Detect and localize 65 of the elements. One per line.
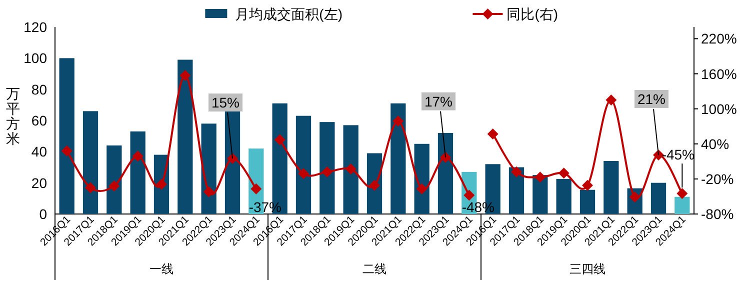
y2-tick-label: 220% bbox=[701, 30, 737, 47]
bar bbox=[674, 196, 690, 214]
point bbox=[676, 188, 688, 200]
x-axis-title: 二线 bbox=[362, 262, 386, 276]
point bbox=[487, 128, 498, 140]
bar bbox=[343, 125, 358, 214]
point bbox=[440, 152, 451, 163]
bar bbox=[414, 144, 430, 214]
y-tick-label: 60 bbox=[31, 112, 48, 128]
data-label: -37% bbox=[248, 199, 282, 215]
bar bbox=[604, 161, 619, 214]
data-label: 17% bbox=[424, 93, 453, 110]
point bbox=[156, 178, 167, 190]
point bbox=[582, 180, 593, 191]
point bbox=[511, 166, 522, 178]
x-axis-title: 三四线 bbox=[570, 262, 606, 276]
point bbox=[250, 183, 262, 194]
bar bbox=[178, 60, 193, 214]
point bbox=[298, 168, 309, 180]
y-tick-label: 80 bbox=[31, 81, 48, 98]
y-axis-title: 万平方米 bbox=[6, 86, 20, 146]
point bbox=[606, 94, 617, 106]
point bbox=[322, 166, 333, 178]
y2-tick-label: -80% bbox=[701, 206, 734, 222]
legend-label: 同比(右) bbox=[506, 6, 558, 22]
bar bbox=[59, 58, 74, 214]
point bbox=[274, 134, 286, 146]
data-label: -48% bbox=[462, 199, 495, 215]
bar bbox=[390, 103, 406, 214]
point bbox=[85, 182, 96, 194]
y2-tick-label: -20% bbox=[701, 170, 734, 187]
bar bbox=[438, 132, 454, 214]
legend-label: 月均成交面积(左) bbox=[235, 6, 342, 22]
bar bbox=[320, 122, 335, 214]
bar bbox=[296, 116, 312, 214]
y2-tick-label: 40% bbox=[701, 136, 730, 152]
point bbox=[534, 172, 546, 183]
y-tick-label: 40 bbox=[31, 144, 48, 160]
y-tick-label: 20 bbox=[31, 174, 48, 191]
y2-tick-label: 100% bbox=[701, 100, 737, 117]
point bbox=[345, 164, 356, 175]
point bbox=[392, 116, 404, 127]
bar bbox=[106, 145, 122, 214]
x-axis-title: 一线 bbox=[150, 262, 174, 276]
point bbox=[61, 145, 72, 156]
bar bbox=[580, 190, 596, 214]
point bbox=[203, 186, 214, 198]
y-tick-label: 100 bbox=[24, 50, 48, 66]
point bbox=[108, 180, 120, 192]
y2-tick-label: 160% bbox=[701, 66, 737, 82]
bar bbox=[201, 124, 216, 214]
bar bbox=[82, 111, 98, 214]
point bbox=[369, 180, 380, 191]
bar bbox=[650, 182, 666, 214]
data-label: 15% bbox=[211, 94, 240, 110]
y-tick-label: 120 bbox=[24, 19, 48, 35]
data-label: -45% bbox=[662, 146, 695, 163]
data-label: 21% bbox=[637, 90, 666, 107]
bar bbox=[130, 131, 146, 214]
point bbox=[180, 70, 191, 82]
point bbox=[558, 168, 570, 179]
point bbox=[227, 152, 238, 164]
bar bbox=[556, 178, 572, 214]
point bbox=[416, 183, 428, 194]
point bbox=[132, 150, 144, 162]
